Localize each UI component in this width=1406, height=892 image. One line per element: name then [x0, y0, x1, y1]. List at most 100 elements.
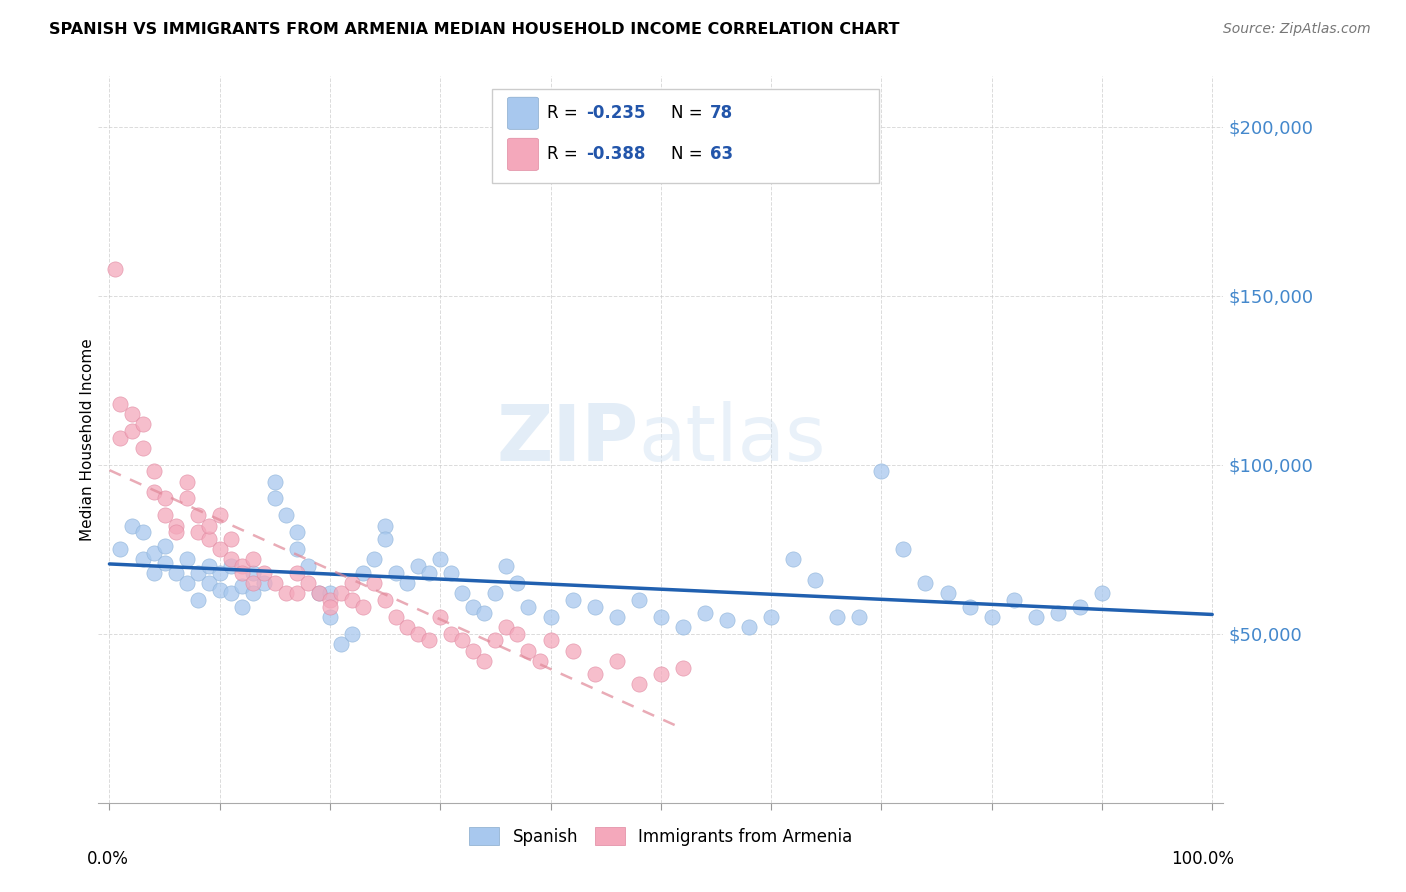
- Point: [374, 532, 396, 546]
- Point: [153, 508, 176, 523]
- Point: [142, 545, 165, 559]
- Text: N =: N =: [671, 104, 707, 122]
- Point: [650, 610, 672, 624]
- Point: [517, 643, 540, 657]
- Point: [263, 491, 285, 506]
- Point: [285, 525, 308, 540]
- Point: [319, 586, 342, 600]
- Point: [738, 620, 761, 634]
- Point: [274, 586, 297, 600]
- Point: [429, 552, 451, 566]
- Point: [759, 610, 782, 624]
- Point: [142, 566, 165, 580]
- Point: [131, 525, 153, 540]
- Point: [285, 566, 308, 580]
- Point: [672, 620, 695, 634]
- Point: [219, 586, 242, 600]
- Point: [330, 637, 353, 651]
- Point: [672, 660, 695, 674]
- Point: [263, 475, 285, 489]
- Text: 78: 78: [710, 104, 733, 122]
- Text: R =: R =: [547, 104, 583, 122]
- Point: [153, 539, 176, 553]
- Point: [352, 599, 374, 614]
- Point: [330, 586, 353, 600]
- Point: [583, 599, 606, 614]
- Point: [231, 559, 253, 574]
- Point: [187, 566, 209, 580]
- Point: [936, 586, 959, 600]
- Point: [495, 559, 517, 574]
- Point: [308, 586, 330, 600]
- Point: [176, 475, 198, 489]
- Point: [385, 566, 408, 580]
- Point: [242, 576, 264, 591]
- Point: [517, 599, 540, 614]
- Point: [804, 573, 827, 587]
- Point: [104, 261, 127, 276]
- Point: [980, 610, 1002, 624]
- Point: [418, 633, 440, 648]
- Y-axis label: Median Household Income: Median Household Income: [80, 338, 94, 541]
- Point: [131, 552, 153, 566]
- Point: [219, 559, 242, 574]
- Point: [242, 566, 264, 580]
- Point: [165, 566, 187, 580]
- Point: [1002, 593, 1025, 607]
- Point: [484, 586, 506, 600]
- Point: [782, 552, 804, 566]
- Point: [208, 508, 231, 523]
- Point: [308, 586, 330, 600]
- Text: 0.0%: 0.0%: [87, 850, 129, 868]
- Point: [1069, 599, 1091, 614]
- Text: 63: 63: [710, 145, 733, 163]
- Point: [406, 626, 429, 640]
- Point: [131, 417, 153, 431]
- Point: [825, 610, 848, 624]
- Point: [153, 491, 176, 506]
- Point: [463, 599, 485, 614]
- Point: [529, 654, 551, 668]
- Point: [540, 633, 562, 648]
- Point: [142, 484, 165, 499]
- Point: [176, 552, 198, 566]
- Point: [606, 610, 628, 624]
- Point: [176, 576, 198, 591]
- Text: ZIP: ZIP: [496, 401, 638, 477]
- Point: [959, 599, 981, 614]
- Point: [121, 407, 143, 421]
- Point: [893, 542, 915, 557]
- Point: [374, 518, 396, 533]
- Point: [231, 579, 253, 593]
- Point: [716, 613, 738, 627]
- Point: [870, 465, 893, 479]
- Point: [463, 643, 485, 657]
- Point: [242, 586, 264, 600]
- Point: [340, 593, 363, 607]
- Point: [374, 593, 396, 607]
- Point: [540, 610, 562, 624]
- Point: [285, 542, 308, 557]
- Point: [363, 552, 385, 566]
- Point: [197, 559, 219, 574]
- Point: [253, 576, 276, 591]
- Point: [693, 607, 716, 621]
- Point: [340, 626, 363, 640]
- Point: [208, 566, 231, 580]
- Point: [187, 593, 209, 607]
- Point: [363, 576, 385, 591]
- Point: [429, 610, 451, 624]
- Point: [110, 397, 132, 411]
- Point: [165, 518, 187, 533]
- Text: -0.388: -0.388: [586, 145, 645, 163]
- Point: [274, 508, 297, 523]
- Text: N =: N =: [671, 145, 707, 163]
- Point: [1025, 610, 1047, 624]
- Point: [208, 582, 231, 597]
- Text: -0.235: -0.235: [586, 104, 645, 122]
- Text: R =: R =: [547, 145, 583, 163]
- Point: [187, 525, 209, 540]
- Point: [418, 566, 440, 580]
- Point: [396, 620, 419, 634]
- Point: [1091, 586, 1114, 600]
